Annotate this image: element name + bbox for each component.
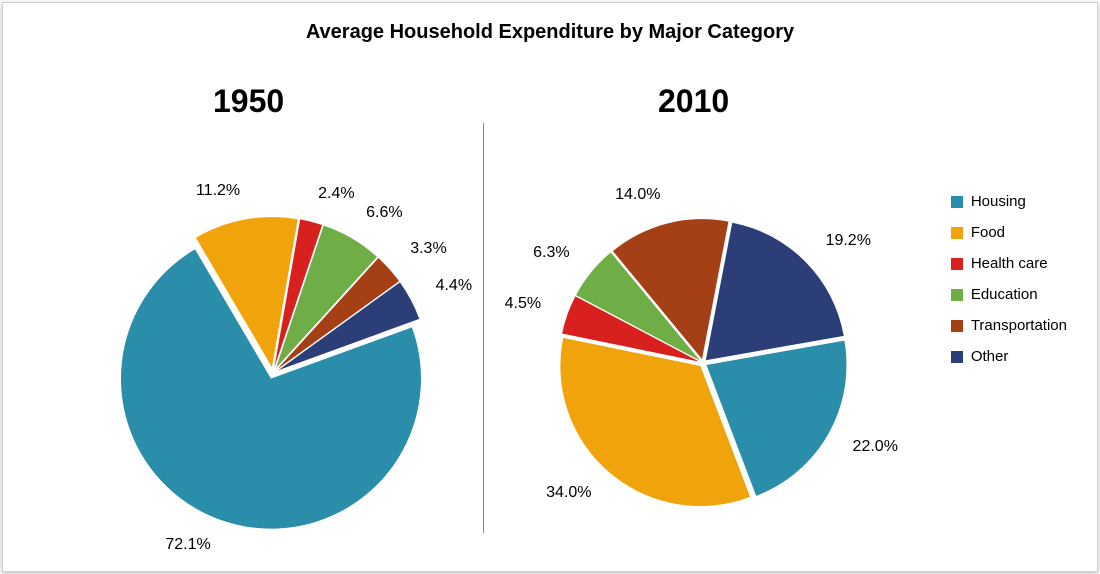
pie-label-transportation: 14.0%: [600, 186, 660, 204]
legend-item-education: Education: [951, 286, 1067, 303]
year-label-1950: 1950: [213, 83, 284, 120]
pie-1950: [113, 213, 433, 533]
year-label-2010: 2010: [658, 83, 729, 120]
pie-label-transportation: 3.3%: [410, 240, 446, 258]
legend-swatch-education: [951, 289, 963, 301]
legend-item-transportation: Transportation: [951, 317, 1067, 334]
pie-label-food: 11.2%: [180, 182, 240, 200]
legend-label-healthcare: Health care: [971, 255, 1048, 272]
pie-label-other: 4.4%: [436, 277, 472, 295]
legend-item-food: Food: [951, 224, 1067, 241]
legend-swatch-healthcare: [951, 258, 963, 270]
chart-divider: [483, 123, 484, 533]
legend-swatch-housing: [951, 196, 963, 208]
pie-2010: [555, 215, 851, 511]
legend-swatch-transportation: [951, 320, 963, 332]
legend-label-education: Education: [971, 286, 1038, 303]
legend: Housing Food Health care Education Transport…: [951, 193, 1067, 379]
legend-swatch-food: [951, 227, 963, 239]
legend-label-housing: Housing: [971, 193, 1026, 210]
legend-label-other: Other: [971, 348, 1009, 365]
pie-label-education: 6.6%: [366, 204, 402, 222]
legend-item-other: Other: [951, 348, 1067, 365]
chart-card: Average Household Expenditure by Major C…: [2, 2, 1098, 572]
pie-label-healthcare: 4.5%: [481, 295, 541, 313]
legend-swatch-other: [951, 351, 963, 363]
pie-label-other: 19.2%: [826, 232, 871, 250]
legend-item-healthcare: Health care: [951, 255, 1067, 272]
legend-item-housing: Housing: [951, 193, 1067, 210]
pie-label-housing: 22.0%: [853, 438, 898, 456]
pie-slice-other: [706, 223, 844, 360]
legend-label-transportation: Transportation: [971, 317, 1067, 334]
pie-label-education: 6.3%: [510, 244, 570, 262]
pie-label-food: 34.0%: [532, 484, 592, 502]
chart-title: Average Household Expenditure by Major C…: [3, 21, 1097, 44]
pie-label-housing: 72.1%: [151, 536, 211, 554]
pie-label-healthcare: 2.4%: [318, 185, 354, 203]
legend-label-food: Food: [971, 224, 1005, 241]
